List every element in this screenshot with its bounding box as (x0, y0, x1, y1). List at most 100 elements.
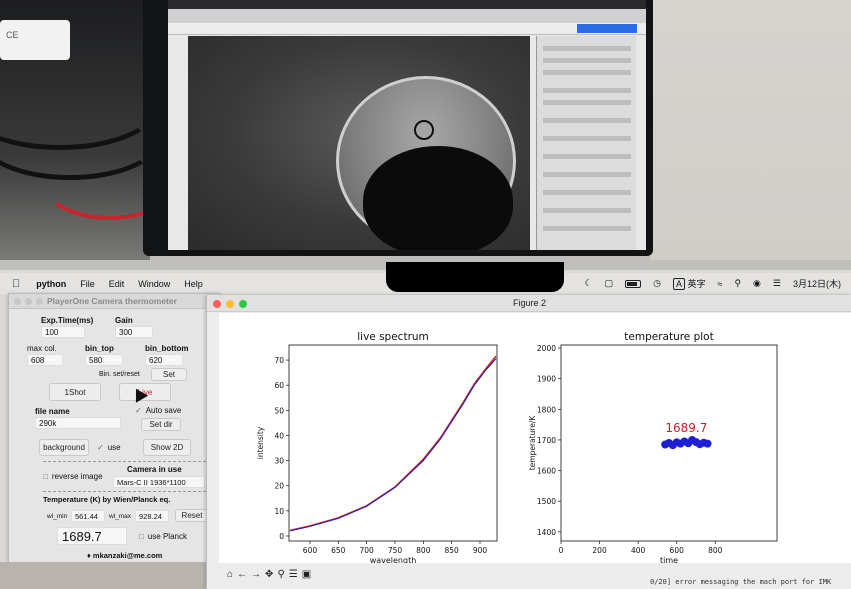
background-button[interactable]: background (39, 439, 89, 456)
set-dir-button[interactable]: Set dir (141, 418, 181, 431)
temperature-plot-chart: temperature plot 0 200 400 600 800 1400 1500 160… (528, 331, 778, 565)
window-controls (213, 300, 247, 308)
separator (43, 491, 211, 492)
thermometer-window: PlayerOne Camera thermometer Exp.Time(ms… (8, 293, 220, 563)
search-icon[interactable]: ⚲ (734, 278, 742, 288)
plot-frame (288, 344, 498, 542)
apple-icon[interactable]:  (12, 278, 20, 290)
battery-icon[interactable] (625, 279, 642, 288)
use-planck-checkbox[interactable]: □ use Planck (139, 532, 187, 541)
x-tick-label: 650 (331, 546, 346, 555)
one-shot-button[interactable]: 1Shot (49, 383, 101, 401)
exp-time-label: Exp.Time(ms) (41, 316, 94, 325)
chart-title: temperature plot (624, 331, 713, 343)
series-line-1 (289, 358, 497, 532)
panel-row (543, 88, 631, 93)
menubar-extras: ☾ ▢ ◷ A 英字 ≈ ⚲ ◉ ☰ 3月12日(木) (584, 273, 841, 294)
wifi-icon[interactable]: ≈ (717, 278, 723, 289)
y-axis-label: temperature/K (528, 415, 537, 471)
close-icon[interactable] (14, 298, 21, 305)
auto-save-checkbox[interactable]: ✓ Auto save (135, 406, 181, 415)
clock[interactable]: 3月12日(木) (792, 279, 841, 289)
zoom-rect-icon[interactable]: ⚲ (277, 569, 285, 580)
camera-notch (386, 262, 564, 292)
menu-help[interactable]: Help (176, 278, 203, 289)
wl-max-input[interactable]: 928.24 (135, 510, 169, 522)
figure-title: Figure 2 (512, 298, 547, 308)
home-icon[interactable]: ⌂ (227, 569, 234, 580)
y-tick-label: 10 (274, 507, 284, 516)
x-axis-label: wavelength (370, 556, 417, 563)
minimize-icon[interactable] (25, 298, 32, 305)
chart-title: live spectrum (357, 331, 429, 343)
panel-accent (577, 24, 637, 33)
sample-shadow (363, 146, 513, 250)
contact-email: ♦ mkanzaki@me.com (87, 551, 162, 560)
minimize-icon[interactable] (226, 300, 234, 308)
checkbox-empty-icon: □ (43, 472, 48, 481)
plot-frame (560, 344, 778, 542)
auto-save-label: Auto save (145, 406, 182, 415)
configure-icon[interactable]: ☰ (288, 569, 298, 580)
gain-input[interactable]: 300 (115, 326, 153, 338)
separator (43, 461, 211, 462)
siri-icon[interactable]: ◉ (753, 278, 761, 288)
menu-file[interactable]: File (72, 278, 95, 289)
reverse-image-label: reverse image (51, 472, 103, 481)
y-tick-label: 50 (274, 406, 284, 415)
exp-time-input[interactable]: 100 (41, 326, 85, 338)
close-icon[interactable] (213, 300, 221, 308)
x-tick-label: 0 (559, 546, 564, 555)
save-icon[interactable]: ▣ (301, 569, 312, 580)
x-tick-label: 800 (708, 546, 723, 555)
monitor-side-panel (536, 24, 637, 250)
menu-edit[interactable]: Edit (100, 278, 125, 289)
clock-icon[interactable]: ◷ (653, 278, 661, 288)
monitor-toolbar (168, 9, 646, 23)
back-icon[interactable]: ← (237, 569, 248, 580)
ce-mark: CE (6, 30, 19, 40)
zoom-icon[interactable] (239, 300, 247, 308)
wl-min-input[interactable]: 561.44 (71, 510, 105, 522)
input-method-label: 英字 (687, 279, 706, 289)
temperature-annotation: 1689.7 (665, 421, 707, 435)
microscope-image (188, 36, 530, 250)
zoom-icon[interactable] (36, 298, 43, 305)
menu-app[interactable]: python (28, 278, 66, 289)
cat-icon: ♦ (87, 551, 91, 560)
temperature-readout: 1689.7 (57, 527, 127, 545)
check-icon: ✓ (135, 406, 142, 415)
pan-icon[interactable]: ✥ (265, 569, 274, 580)
x-axis-label: time (660, 556, 678, 563)
panel-row (543, 136, 631, 141)
figure-titlebar: Figure 2 (207, 295, 851, 312)
bin-bottom-input[interactable]: 620 (145, 354, 183, 366)
panel-row (543, 154, 631, 159)
x-tick-label: 700 (359, 546, 374, 555)
use-background-checkbox[interactable]: ✓ use (97, 443, 121, 452)
x-tick-label: 400 (631, 546, 646, 555)
panel-row (543, 208, 631, 213)
panel-row (543, 118, 631, 123)
moon-icon[interactable]: ☾ (584, 278, 593, 288)
bin-top-input[interactable]: 580 (85, 354, 123, 366)
window-icon[interactable]: ▢ (604, 278, 614, 288)
input-method-a-icon: A (672, 278, 685, 290)
max-col-input[interactable]: 608 (27, 354, 63, 366)
set-button[interactable]: Set (151, 368, 187, 381)
control-center-icon[interactable]: ☰ (772, 278, 781, 288)
live-button[interactable]: Live (119, 383, 171, 401)
camera-in-use-label: Camera in use (127, 465, 182, 474)
input-method[interactable]: A 英字 (672, 277, 706, 290)
panel-row (543, 226, 631, 231)
x-tick-label: 600 (670, 546, 685, 555)
reset-button[interactable]: Reset (175, 509, 209, 522)
menu-window[interactable]: Window (130, 278, 170, 289)
forward-icon[interactable]: → (251, 569, 262, 580)
file-name-input[interactable]: 290k (35, 417, 121, 429)
wl-min-label: wl_min (47, 513, 68, 520)
y-tick-label: 20 (274, 482, 284, 491)
reverse-image-checkbox[interactable]: □ reverse image (43, 472, 103, 481)
show-2d-button[interactable]: Show 2D (143, 439, 191, 456)
y-tick-label: 1800 (537, 405, 556, 414)
